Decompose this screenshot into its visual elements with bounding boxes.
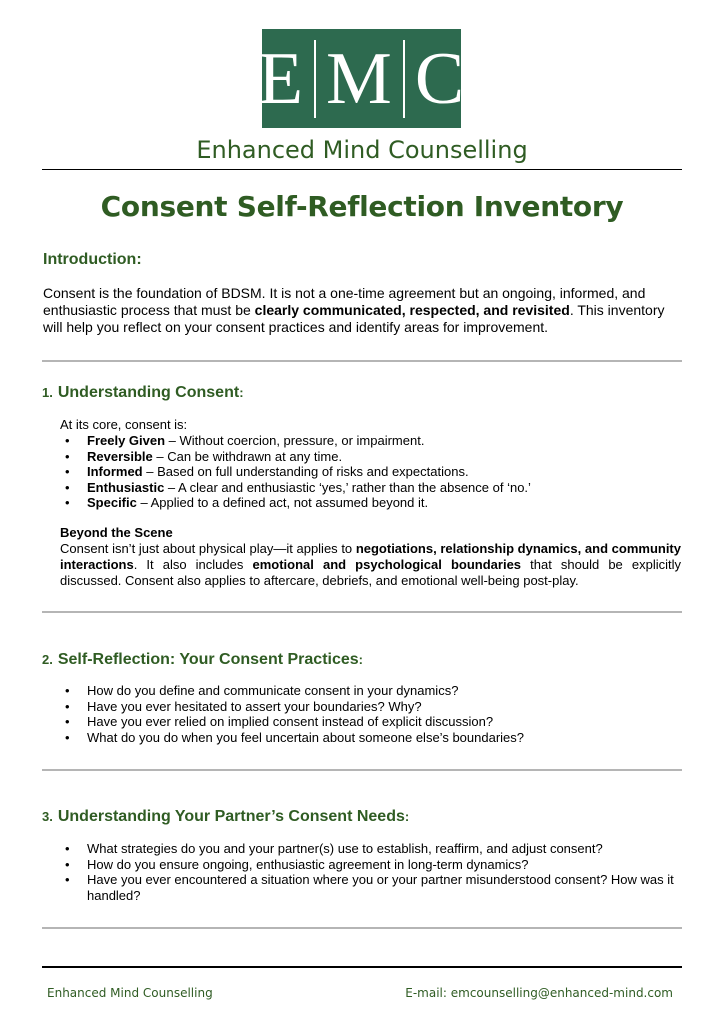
footer-email: E-mail: emcounselling@enhanced-mind.com — [405, 986, 673, 1000]
intro-text-part: . This inventory will help you reflect o… — [43, 302, 665, 335]
section-number: 2. — [42, 652, 53, 667]
introduction-text: Consent is the foundation of BDSM. It is… — [43, 285, 683, 336]
partner-consent-questions: • What strategies do you and your partner… — [60, 841, 685, 903]
section-divider — [42, 769, 682, 771]
list-item: • Reversible – Can be withdrawn at any ti… — [60, 449, 685, 465]
quality-term: Specific — [87, 495, 137, 510]
question-text: Have you ever encountered a situation wh… — [87, 872, 674, 903]
bullet: • — [65, 729, 70, 745]
section-colon: : — [404, 809, 410, 824]
list-item: • Informed – Based on full understanding … — [60, 464, 685, 480]
footer-brand: Enhanced Mind Counselling — [47, 986, 213, 1000]
logo-letter-c: C — [414, 37, 466, 120]
question-text: How do you define and communicate consen… — [87, 683, 459, 698]
list-item: • How do you ensure ongoing, enthusiastic… — [60, 857, 685, 873]
list-item: • What do you do when you feel uncertain … — [60, 730, 685, 746]
section-title: Self-Reflection: Your Consent Practices — [57, 651, 359, 668]
bullet: • — [65, 698, 70, 714]
list-item: • Have you ever hesitated to assert your … — [60, 699, 685, 715]
sub-text-emphasis: emotional and psychological boundaries — [252, 557, 522, 572]
bullet: • — [65, 841, 70, 856]
quality-description: – Applied to a defined act, not assumed … — [136, 495, 429, 510]
logo-letter-e: E — [257, 37, 305, 120]
sub-text-part: Consent isn’t just about physical play—i… — [60, 541, 356, 556]
section-colon: : — [358, 652, 363, 667]
bullet: • — [65, 714, 70, 729]
question-text: Have you ever hesitated to assert your b… — [87, 698, 422, 714]
logo-divider — [402, 39, 405, 118]
section-number: 3. — [42, 809, 53, 824]
bullet: • — [65, 683, 70, 698]
brand-name: Enhanced Mind Counselling — [196, 136, 528, 164]
header-divider — [42, 169, 682, 170]
quality-term: Informed — [87, 464, 143, 479]
section-number: 1. — [42, 385, 53, 400]
question-text: What do you do when you feel uncertain a… — [87, 729, 524, 745]
bullet: • — [65, 448, 70, 464]
beyond-the-scene-heading: Beyond the Scene — [60, 525, 173, 540]
logo-divider — [314, 39, 317, 118]
logo-letter-m: M — [326, 37, 393, 120]
emc-logo: E M C — [258, 29, 464, 128]
list-item: • Specific – Applied to a defined act, no… — [60, 495, 685, 511]
bullet: • — [65, 464, 70, 479]
list-item: • Have you ever encountered a situation w… — [60, 872, 685, 903]
footer-divider — [42, 966, 682, 968]
section-title: Understanding Consent — [57, 384, 240, 401]
list-item: • Freely Given – Without coercion, pressu… — [60, 433, 685, 449]
quality-term: Freely Given — [87, 433, 166, 448]
quality-description: – Can be withdrawn at any time. — [152, 448, 343, 464]
quality-description: – Based on full understanding of risks a… — [142, 464, 469, 479]
document-title: Consent Self-Reflection Inventory — [100, 190, 624, 223]
sub-text-part: that should be explicitly discussed. Con… — [60, 557, 681, 588]
bullet: • — [65, 872, 70, 887]
question-text: Have you ever relied on implied consent … — [87, 714, 494, 729]
section-divider — [42, 927, 682, 929]
section-divider — [42, 360, 682, 362]
list-item: • What strategies do you and your partner… — [60, 841, 685, 857]
beyond-the-scene-text: Consent isn’t just about physical play—i… — [60, 541, 681, 589]
list-item: • How do you define and communicate conse… — [60, 683, 685, 699]
bullet: • — [65, 433, 70, 448]
quality-description: – Without coercion, pressure, or impairm… — [165, 433, 425, 448]
section-divider — [42, 611, 682, 613]
question-text: How do you ensure ongoing, enthusiastic … — [87, 856, 529, 872]
section-3-heading: 3. Understanding Your Partner’s Consent N… — [42, 808, 409, 826]
quality-description: – A clear and enthusiastic ‘yes,’ rather… — [164, 479, 531, 495]
section-colon: : — [239, 385, 244, 400]
section-title: Understanding Your Partner’s Consent Nee… — [57, 808, 405, 825]
quality-term: Reversible — [87, 448, 153, 464]
intro-text-part: Consent is the foundation of BDSM. It is… — [43, 285, 646, 318]
quality-term: Enthusiastic — [87, 479, 165, 495]
bullet: • — [65, 479, 70, 495]
introduction-heading: Introduction: — [43, 251, 142, 268]
bullet: • — [65, 856, 70, 872]
list-item: • Enthusiastic – A clear and enthusiastic… — [60, 480, 685, 496]
self-reflection-questions: • How do you define and communicate conse… — [60, 683, 685, 745]
section-1-heading: 1. Understanding Consent: — [42, 384, 244, 402]
section-1-lead: At its core, consent is: — [60, 417, 188, 432]
section-2-heading: 2. Self-Reflection: Your Consent Practice… — [42, 651, 363, 669]
intro-text-emphasis: clearly communicated, respected, and rev… — [254, 302, 570, 318]
sub-text-emphasis: negotiations, relationship dynamics, and… — [60, 541, 681, 572]
question-text: What strategies do you and your partner(… — [87, 841, 603, 856]
bullet: • — [65, 495, 70, 510]
list-item: • Have you ever relied on implied consent… — [60, 714, 685, 730]
sub-text-part: . It also includes — [133, 557, 253, 572]
consent-qualities-list: • Freely Given – Without coercion, pressu… — [60, 433, 685, 511]
